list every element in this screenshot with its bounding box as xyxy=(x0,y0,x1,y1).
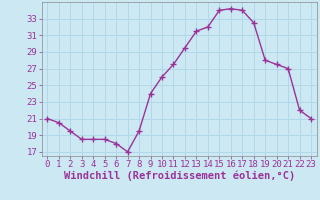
X-axis label: Windchill (Refroidissement éolien,°C): Windchill (Refroidissement éolien,°C) xyxy=(64,171,295,181)
